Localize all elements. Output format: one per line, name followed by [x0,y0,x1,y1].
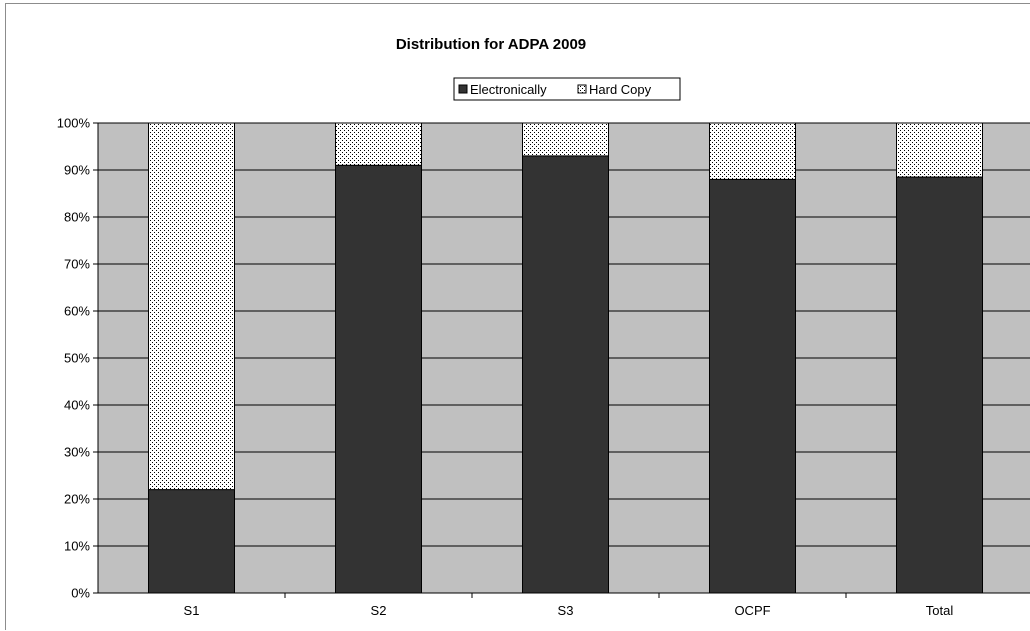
legend-swatch-hard-copy [577,84,587,94]
y-tick-label: 60% [64,304,90,319]
y-tick-label: 80% [64,210,90,225]
x-tick-label: S2 [371,603,387,618]
y-tick-label: 30% [64,445,90,460]
bar-electronically-ocpf [709,178,796,594]
bar-hard-copy-ocpf [709,122,796,180]
x-tick-label: OCPF [734,603,770,618]
legend-box [453,77,681,101]
x-tick-label: Total [926,603,954,618]
y-tick-label: 50% [64,351,90,366]
bar-hard-copy-s1 [148,122,235,491]
y-tick-label: 70% [64,257,90,272]
y-tick-label: 10% [64,539,90,554]
y-tick-label: 40% [64,398,90,413]
plot-area: 0% 10% 20% 30% 40% 50% 60% 70% 80% 90% 100% S1 S2 S3 O… [57,116,1030,618]
bar-electronically-s1 [148,489,235,594]
y-tick-label: 0% [71,586,90,601]
legend-label-hard-copy: Hard Copy [589,82,652,97]
bar-electronically-s3 [522,155,609,594]
legend-swatch-electronically [458,84,468,94]
y-tick-label: 90% [64,163,90,178]
bar-hard-copy-total [896,122,983,178]
chart-svg: Distribution for ADPA 2009 Electronicall… [57,36,1030,618]
x-tick-label: S3 [558,603,574,618]
chart-frame: Distribution for ADPA 2009 Electronicall… [5,3,1030,630]
y-tick-label: 20% [64,492,90,507]
legend-label-electronically: Electronically [470,82,547,97]
bar-hard-copy-s3 [522,122,609,157]
x-tick-label: S1 [184,603,200,618]
bar-hard-copy-s2 [335,122,422,166]
legend: Electronically Hard Copy [453,77,681,101]
chart-title: Distribution for ADPA 2009 [396,36,586,53]
y-tick-label: 100% [57,116,91,131]
bar-electronically-s2 [335,164,422,594]
bar-electronically-total [896,176,983,594]
